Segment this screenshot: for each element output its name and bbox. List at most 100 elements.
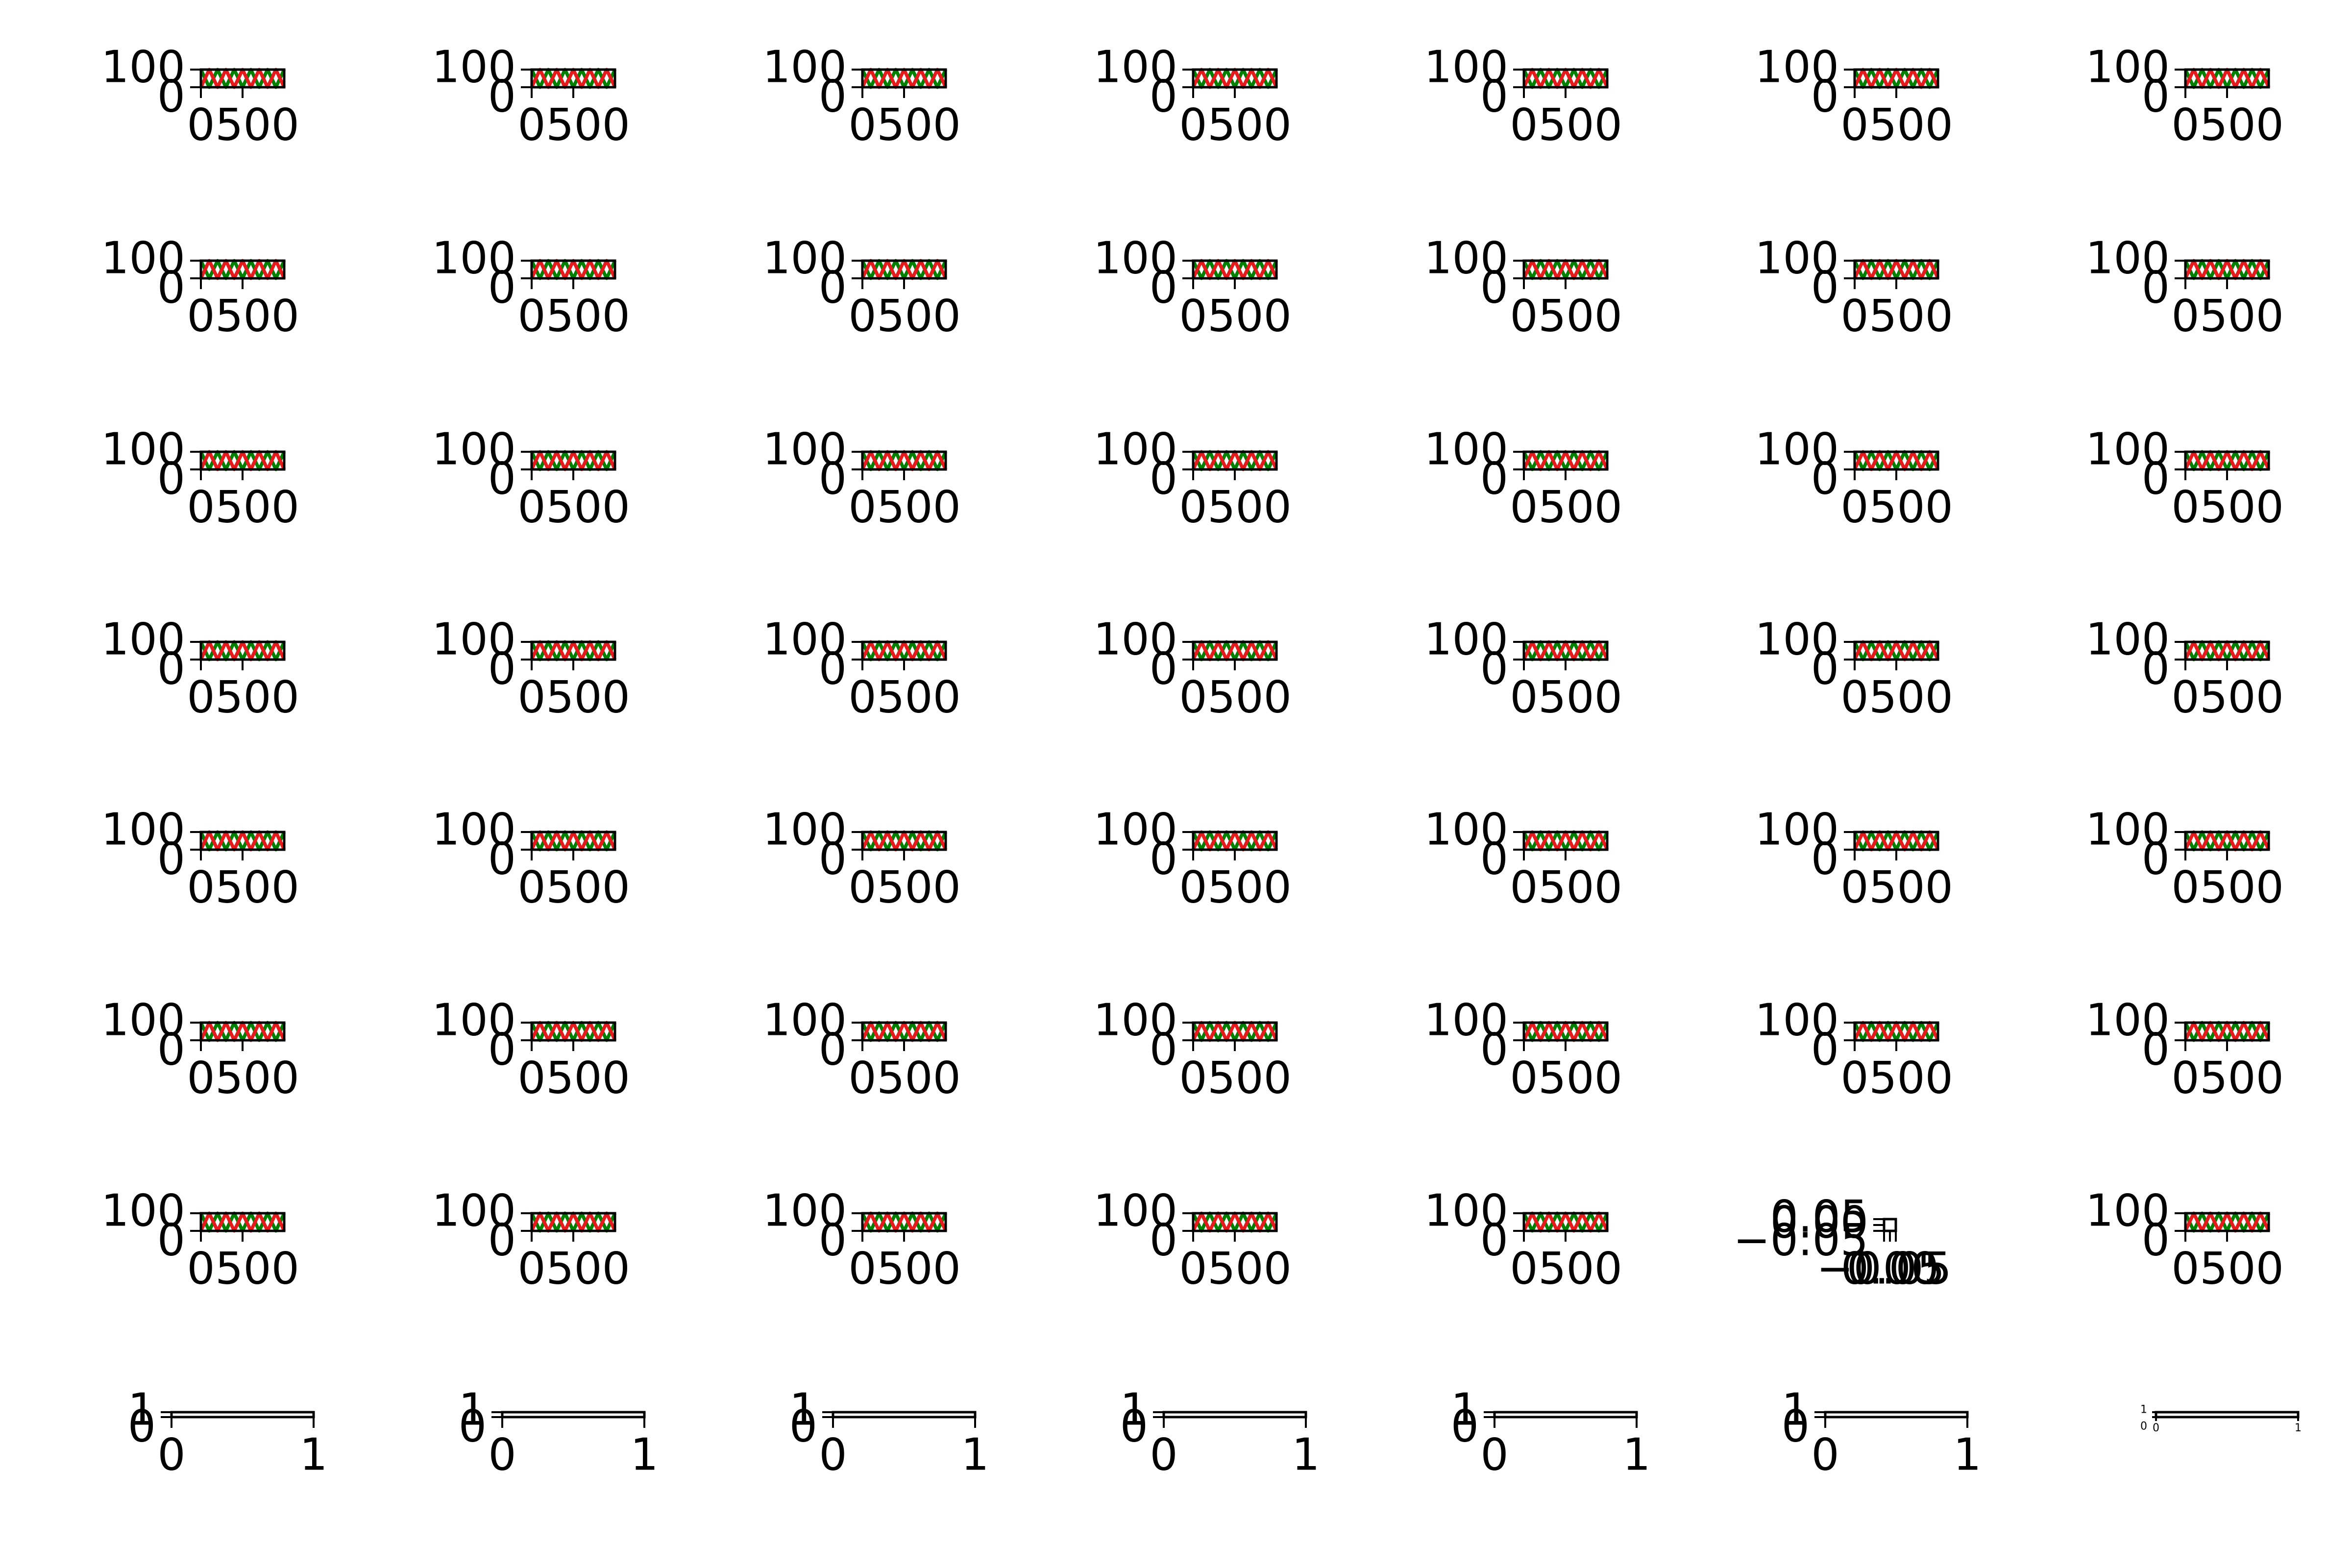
x-tick-label: 0 — [187, 291, 215, 342]
y-tick-label: 100 — [1093, 804, 1177, 856]
y-tick-label: 0 — [819, 1215, 847, 1266]
panel-r8-c7: 0 101 — [2140, 1404, 2302, 1434]
y-tick-label: 0 — [1150, 71, 1177, 122]
x-tick-label: 0 — [848, 862, 876, 913]
y-tick-label: 0 — [1150, 833, 1177, 885]
y-tick-label: 100 — [101, 42, 185, 93]
x-tick-label: 0 — [187, 1053, 215, 1104]
x-tick-label: 0 — [819, 1429, 847, 1481]
x-tick-label: 500 — [2200, 862, 2284, 913]
x-tick-label: 1 — [1292, 1429, 1320, 1481]
y-tick-label: 0 — [2142, 833, 2170, 885]
axes-frame — [832, 1411, 977, 1419]
axes-frame — [1162, 1411, 1307, 1419]
x-tick-label: 500 — [2200, 1243, 2284, 1295]
x-tick-label: 500 — [215, 482, 299, 533]
x-tick-label: 0 — [848, 482, 876, 533]
y-tick-label: 0 — [157, 1024, 185, 1076]
x-tick-label: 500 — [877, 291, 961, 342]
x-tick-label: 0 — [1840, 1053, 1868, 1104]
x-tick-label: 500 — [1207, 1243, 1292, 1295]
x-tick-label: 1 — [1622, 1429, 1650, 1481]
axes-frame — [170, 1411, 315, 1419]
x-tick-label: 0 — [1811, 1429, 1839, 1481]
x-tick-label: 0 — [1840, 672, 1868, 723]
y-tick-label: 100 — [432, 1185, 516, 1237]
y-tick-label: 100 — [1093, 614, 1177, 665]
y-tick-label: 0 — [2142, 453, 2170, 505]
y-tick-label: 0 — [488, 1024, 516, 1076]
x-tick-label: 0 — [187, 862, 215, 913]
x-tick-label: 1 — [1953, 1429, 1981, 1481]
y-tick-label: 0 — [157, 71, 185, 122]
x-tick-label: 0 — [2171, 672, 2199, 723]
y-tick-label: 100 — [1755, 804, 1839, 856]
x-tick-label: 500 — [546, 291, 630, 342]
y-tick-label: 0 — [488, 262, 516, 314]
x-tick-label: 1 — [961, 1429, 989, 1481]
x-tick-label: 500 — [215, 672, 299, 723]
x-tick-label: 0 — [1179, 291, 1207, 342]
panel-r8-c6: 0 101 — [1782, 1384, 1982, 1481]
y-tick-label: 0 — [819, 1024, 847, 1076]
y-tick-label: 0 — [488, 1215, 516, 1266]
y-tick-label: 1 — [128, 1384, 156, 1436]
y-tick-label: 100 — [2085, 233, 2170, 284]
y-tick-label: 100 — [1093, 995, 1177, 1046]
y-tick-label: 100 — [762, 614, 847, 665]
y-tick-label: 0 — [157, 262, 185, 314]
x-tick-label: 500 — [1538, 1053, 1622, 1104]
x-tick-label: 0 — [1840, 862, 1868, 913]
x-tick-label: 500 — [1869, 862, 1953, 913]
y-tick-label: 100 — [1424, 995, 1508, 1046]
y-tick-label: 0 — [1811, 71, 1839, 122]
axes-frame — [1824, 1411, 1969, 1419]
axes-frame — [1493, 1411, 1638, 1419]
x-tick-label: 0 — [157, 1429, 185, 1481]
x-tick-label: 0 — [1510, 99, 1538, 151]
y-tick-label: 100 — [101, 233, 185, 284]
x-tick-label: 500 — [1869, 99, 1953, 151]
x-tick-label: 1 — [2295, 1422, 2302, 1434]
x-tick-label: 0 — [1179, 1243, 1207, 1295]
x-tick-label: 0 — [1510, 1053, 1538, 1104]
y-tick-label: 100 — [1755, 995, 1839, 1046]
y-tick-label: 100 — [101, 995, 185, 1046]
y-tick-label: 1 — [1451, 1384, 1479, 1436]
y-tick-label: 100 — [762, 1185, 847, 1237]
y-tick-label: 100 — [432, 614, 516, 665]
x-tick-label: 0 — [517, 862, 545, 913]
x-tick-label: 0 — [1510, 672, 1538, 723]
y-tick-label: 1 — [1782, 1384, 1810, 1436]
x-tick-label: 0.00 — [1841, 1243, 1939, 1295]
x-tick-label: 500 — [877, 1243, 961, 1295]
x-tick-label: 0 — [2153, 1422, 2159, 1434]
y-tick-label: 0 — [459, 1401, 487, 1452]
y-tick-label: 0 — [488, 453, 516, 505]
x-tick-label: 500 — [215, 99, 299, 151]
y-tick-label: 0 — [157, 1215, 185, 1266]
y-tick-label: 100 — [101, 424, 185, 475]
y-tick-label: 0 — [819, 262, 847, 314]
x-tick-label: 500 — [1538, 482, 1622, 533]
